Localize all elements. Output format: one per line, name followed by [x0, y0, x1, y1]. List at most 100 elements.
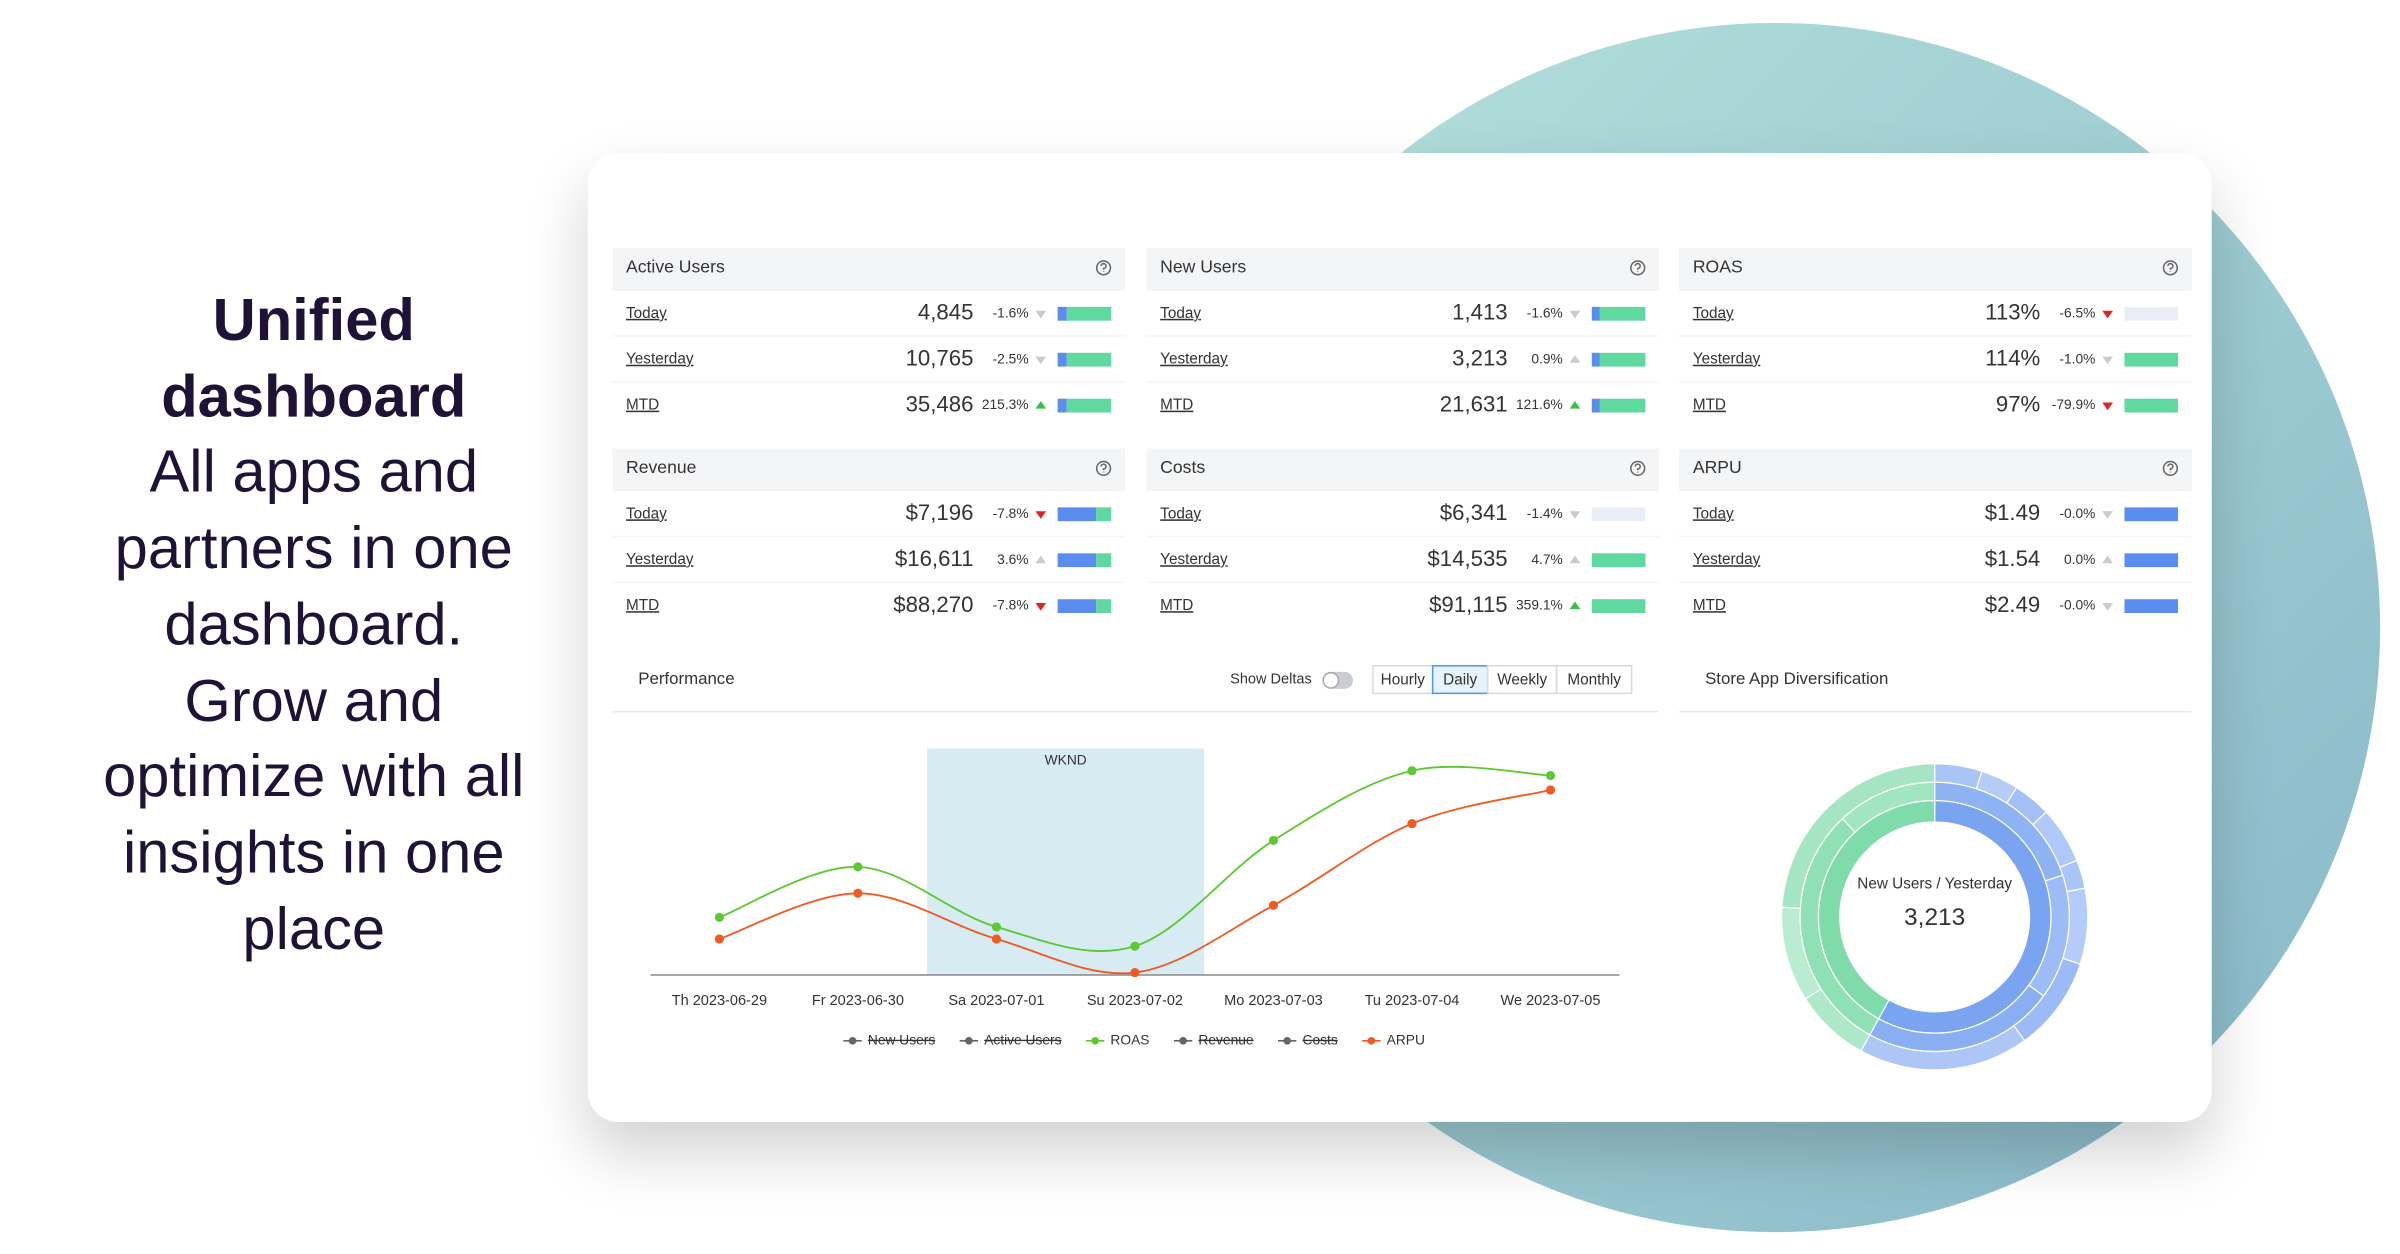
row-delta: -7.8% — [993, 506, 1029, 521]
row-value: 4,845 — [918, 300, 974, 325]
help-icon — [1095, 460, 1112, 477]
legend-label[interactable]: Costs — [1303, 1032, 1338, 1047]
series-point — [1130, 967, 1140, 978]
legend-label[interactable]: ROAS — [1110, 1032, 1149, 1047]
bar-blue — [1057, 398, 1067, 413]
heading: Unified dashboard — [161, 287, 467, 430]
bar-green — [1096, 507, 1112, 522]
bar-green — [2124, 352, 2179, 367]
card-title: Revenue — [626, 457, 696, 477]
row-value: $1.54 — [1985, 546, 2041, 571]
card-row — [1679, 382, 2192, 428]
legend-label[interactable]: Revenue — [1198, 1032, 1253, 1047]
series-point — [1268, 900, 1279, 910]
range-button-label: Hourly — [1381, 671, 1426, 688]
center-label: New Users / Yesterday — [1857, 876, 2012, 893]
row-delta: -1.4% — [1527, 506, 1563, 521]
trend-arrow — [2102, 356, 2113, 365]
panel-title: Performance — [638, 669, 734, 688]
row-label: MTD — [1160, 597, 1193, 614]
legend-label[interactable]: Active Users — [984, 1032, 1061, 1047]
card-title: Active Users — [626, 257, 725, 277]
row-label: Today — [626, 305, 667, 322]
range-button-label: Daily — [1443, 671, 1477, 688]
help-icon — [1095, 260, 1112, 276]
bar-blue — [1591, 306, 1600, 321]
row-value: $1.49 — [1985, 500, 2041, 525]
trend-arrow — [1035, 401, 1047, 409]
x-tick-label: We 2023-07-05 — [1501, 993, 1601, 1009]
trend-arrow — [2102, 555, 2113, 564]
bar-green — [1066, 352, 1112, 367]
band-label: WKND — [1045, 752, 1087, 767]
series-point — [1407, 819, 1417, 829]
row-label: Today — [1160, 505, 1201, 522]
series-point — [714, 912, 724, 922]
card-title: Costs — [1160, 457, 1205, 477]
row-delta: 121.6% — [1516, 397, 1563, 412]
series-point — [1268, 835, 1279, 846]
row-delta: -7.8% — [993, 598, 1029, 613]
range-button[interactable] — [1555, 665, 1633, 695]
x-tick-label: Mo 2023-07-03 — [1224, 993, 1323, 1009]
help-icon — [1100, 463, 1107, 473]
description: All apps and partners in one dashboard. — [114, 439, 513, 658]
toggle-knob — [1322, 671, 1340, 689]
row-value: $6,341 — [1440, 500, 1508, 525]
series-point — [1407, 766, 1417, 776]
bar-blue — [1057, 599, 1097, 614]
card-row — [612, 583, 1125, 628]
bar-track — [2124, 306, 2179, 321]
bar-blue — [2124, 553, 2179, 568]
bar-green — [1066, 306, 1112, 321]
row-label: MTD — [1693, 397, 1726, 414]
row-value: 21,631 — [1440, 391, 1508, 416]
legend-marker — [1179, 1036, 1187, 1045]
trend-arrow — [2102, 402, 2113, 411]
range-button[interactable] — [1372, 665, 1434, 695]
legend-label[interactable]: New Users — [868, 1032, 935, 1047]
row-label: Yesterday — [1160, 551, 1228, 568]
row-delta: -6.5% — [2059, 305, 2095, 320]
trend-arrow — [1569, 355, 1581, 363]
row-delta: -1.6% — [993, 305, 1029, 320]
center-value: 3,213 — [1904, 904, 1965, 931]
row-label: Yesterday — [626, 351, 694, 368]
series-point — [1130, 941, 1140, 951]
bar-blue — [2124, 599, 2179, 614]
bar-green — [2124, 398, 2179, 413]
trend-arrow — [1035, 511, 1047, 519]
card-row — [1146, 491, 1660, 536]
row-label: MTD — [626, 397, 659, 414]
row-value: 10,765 — [906, 346, 974, 371]
row-value: $7,196 — [906, 500, 974, 525]
row-label: MTD — [1693, 597, 1726, 614]
help-icon — [1100, 262, 1107, 272]
bar-green — [1599, 352, 1646, 367]
row-label: MTD — [1160, 397, 1193, 414]
row-value: $88,270 — [893, 592, 973, 617]
bar-blue — [1057, 507, 1097, 522]
row-value: 1,413 — [1452, 300, 1508, 325]
help-icon — [2162, 260, 2179, 276]
legend-marker — [1091, 1036, 1099, 1045]
series-point — [991, 922, 1002, 932]
row-delta: -2.5% — [993, 351, 1029, 366]
legend-label[interactable]: ARPU — [1387, 1032, 1425, 1047]
trend-arrow — [1035, 603, 1047, 611]
trend-arrow — [1569, 511, 1581, 519]
bar-green — [1599, 306, 1646, 321]
trend-arrow — [2102, 511, 2113, 519]
x-tick-label: Th 2023-06-29 — [672, 993, 767, 1009]
bar-green — [1096, 599, 1112, 614]
help-icon — [1630, 460, 1646, 477]
row-value: $2.49 — [1985, 592, 2041, 617]
card-title: New Users — [1160, 257, 1246, 277]
help-icon — [2162, 460, 2179, 477]
row-value: 97% — [1996, 391, 2040, 416]
help-icon — [1630, 260, 1646, 276]
legend-marker — [1283, 1036, 1292, 1045]
range-button[interactable] — [1486, 665, 1558, 695]
